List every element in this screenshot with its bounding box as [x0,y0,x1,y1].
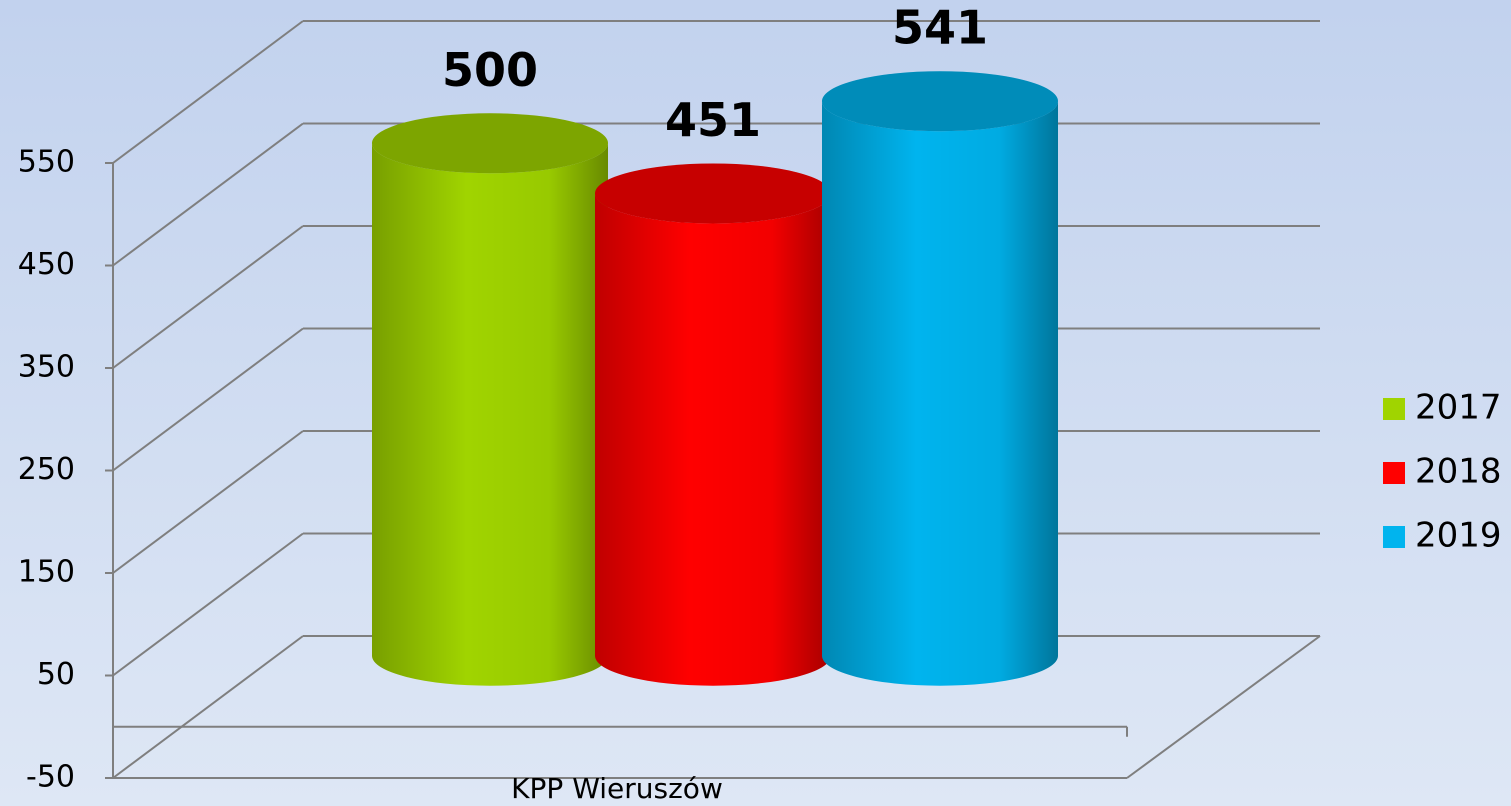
grid-line [112,327,304,472]
cylinder-shade [595,193,831,686]
grid-line [112,430,304,574]
cylinder-top-shade [822,71,1058,132]
legend-swatch [1383,398,1405,420]
cylinder-top [372,113,608,174]
y-tick-label: 250 [18,452,75,487]
y-tick-label: 50 [37,657,75,692]
cylinder-top-shade [595,163,831,224]
y-tick-label: -50 [26,760,75,795]
cylinder-top-shade [372,113,608,174]
cylinder-shade [372,143,608,686]
legend-label: 2018 [1415,452,1502,492]
legend-swatch [1383,462,1405,484]
cylinder-shade [822,101,1058,686]
value-label: 451 [665,93,761,147]
value-label: 500 [442,43,538,97]
legend-label: 2017 [1415,388,1502,428]
y-tick-label: 150 [18,555,75,590]
y-tick-label: 350 [18,350,75,385]
grid-line [112,225,304,369]
grid-line [112,122,304,267]
legend-swatch [1383,526,1405,548]
y-tick-label: 450 [18,247,75,282]
grid-line [112,20,304,164]
value-label: 541 [892,1,988,55]
y-tick-label: 550 [18,145,75,180]
grid-line [112,635,304,779]
legend-label: 2019 [1415,516,1502,556]
x-tick-label: KPP Wieruszów [511,772,723,805]
cylinder-top [822,71,1058,132]
floor-line [1126,635,1321,779]
grid-line [112,532,304,677]
cylinder-top [595,163,831,224]
